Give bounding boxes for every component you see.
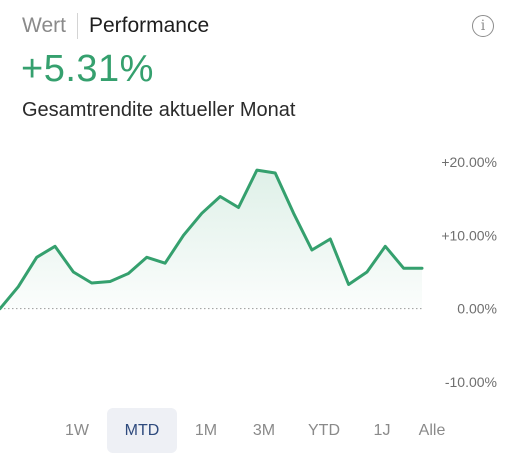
info-icon[interactable]: i: [472, 15, 494, 37]
y-tick-label: -10.00%: [445, 374, 497, 390]
tab-performance[interactable]: Performance: [88, 14, 210, 37]
period-button-1w[interactable]: 1W: [65, 421, 89, 439]
view-tabs: Wert Performance: [22, 12, 209, 40]
period-button-ytd[interactable]: YTD: [308, 421, 340, 439]
y-tick-label: +20.00%: [441, 154, 497, 170]
period-button-1j[interactable]: 1J: [373, 421, 391, 439]
performance-chart: +20.00% +10.00% 0.00% -10.00%: [0, 154, 497, 390]
series-area-fill: [0, 170, 422, 309]
series-line: [0, 168, 424, 311]
period-button-mtd[interactable]: MTD: [107, 408, 177, 453]
period-button-alle[interactable]: Alle: [418, 421, 446, 439]
period-button-3m[interactable]: 3M: [252, 421, 276, 439]
y-tick-label: 0.00%: [457, 301, 497, 317]
performance-value: +5.31%: [21, 48, 154, 90]
info-icon-glyph: i: [480, 18, 486, 34]
period-button-1m[interactable]: 1M: [194, 421, 218, 439]
tab-divider: [76, 13, 78, 39]
performance-label: Gesamtrendite aktueller Monat: [22, 99, 296, 121]
tab-wert[interactable]: Wert: [22, 14, 66, 37]
period-selector: 1W MTD 1M 3M YTD 1J Alle: [55, 408, 454, 453]
y-tick-label: +10.00%: [441, 227, 497, 243]
